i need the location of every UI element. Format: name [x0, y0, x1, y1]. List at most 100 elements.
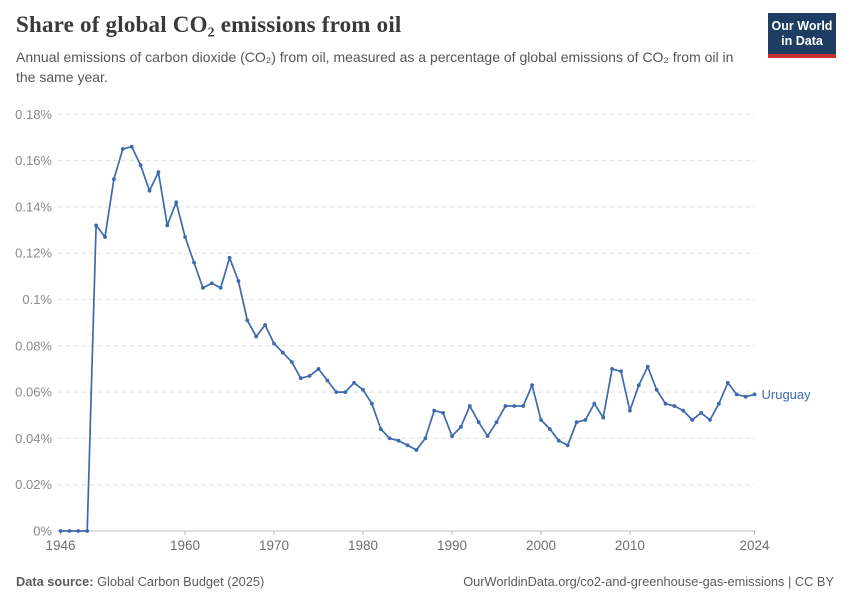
data-point: [138, 163, 143, 168]
data-point: [325, 378, 330, 383]
data-point: [174, 200, 179, 205]
data-point: [494, 420, 499, 425]
data-point: [592, 401, 597, 406]
data-point: [272, 341, 276, 346]
data-point: [387, 436, 392, 441]
data-point: [619, 369, 623, 374]
owid-url-link[interactable]: OurWorldinData.org/co2-and-greenhouse-ga…: [463, 574, 834, 589]
y-axis-tick-label: 0.06%: [15, 385, 52, 400]
x-axis-tick-label: 1990: [437, 538, 467, 553]
data-point: [236, 279, 241, 283]
data-point: [583, 418, 588, 422]
y-axis-tick-label: 0.04%: [15, 431, 52, 446]
data-point: [245, 318, 250, 323]
data-point: [361, 387, 365, 392]
data-point: [129, 144, 134, 149]
data-point: [628, 408, 632, 413]
data-point: [58, 529, 63, 533]
data-point: [548, 427, 552, 431]
data-point: [147, 188, 152, 193]
data-point: [103, 235, 107, 239]
data-point: [316, 367, 321, 371]
y-axis-tick-label: 0.18%: [15, 107, 52, 122]
data-point: [156, 170, 161, 175]
data-point: [254, 334, 259, 339]
chart-header: Share of global CO₂ emissions from oil A…: [16, 12, 746, 88]
x-axis-tick-label: 2024: [739, 538, 770, 553]
data-point: [370, 401, 374, 406]
series-entity-label[interactable]: Uruguay: [762, 387, 812, 402]
data-point: [743, 394, 748, 399]
data-point: [378, 427, 383, 431]
data-point: [343, 390, 348, 394]
data-point: [708, 418, 712, 422]
data-point: [717, 401, 721, 406]
y-axis-tick-label: 0.02%: [15, 477, 52, 492]
data-point: [734, 392, 739, 397]
data-point: [165, 223, 170, 228]
data-point: [725, 380, 730, 385]
data-point: [334, 390, 339, 394]
data-point: [405, 443, 410, 448]
data-point: [432, 408, 437, 413]
data-point: [539, 418, 543, 422]
data-point: [298, 376, 303, 381]
data-point: [663, 401, 668, 406]
x-axis-tick-label: 2000: [526, 538, 556, 553]
chart-footer: Data source: Global Carbon Budget (2025)…: [16, 574, 834, 589]
data-point: [636, 383, 641, 388]
data-point: [565, 443, 570, 448]
y-axis-tick-label: 0.14%: [15, 199, 52, 214]
y-axis-tick-label: 0.1%: [22, 292, 52, 307]
owid-logo-line2: in Data: [781, 33, 823, 48]
data-point: [201, 286, 205, 290]
data-point: [574, 420, 579, 425]
uruguay-series-line: [59, 145, 756, 532]
data-point: [209, 281, 214, 286]
data-point: [530, 383, 534, 388]
y-axis-tick-label: 0.08%: [15, 338, 52, 353]
data-point: [112, 177, 116, 182]
data-point: [227, 255, 232, 260]
data-point: [183, 235, 188, 239]
y-axis-tick-label: 0.12%: [15, 246, 52, 261]
data-point: [441, 411, 445, 415]
data-point: [450, 434, 454, 438]
data-point: [289, 360, 294, 364]
data-point: [263, 323, 267, 327]
data-point: [423, 436, 428, 441]
x-axis-tick-label: 2010: [615, 538, 645, 553]
data-point: [85, 529, 90, 533]
data-point: [192, 260, 196, 265]
data-point: [94, 223, 98, 228]
data-point: [503, 404, 508, 408]
data-point: [476, 420, 481, 425]
data-point: [690, 418, 695, 422]
chart-subtitle: Annual emissions of carbon dioxide (CO₂)…: [16, 49, 734, 86]
data-point: [654, 387, 659, 392]
data-point: [601, 415, 606, 420]
data-source-label: Data source:: [16, 574, 94, 589]
x-axis-tick-label: 1946: [45, 538, 75, 553]
data-point: [752, 392, 757, 397]
data-point: [414, 448, 419, 452]
data-point: [120, 147, 125, 151]
data-point: [218, 286, 223, 290]
x-axis-tick-label: 1970: [259, 538, 289, 553]
owid-logo[interactable]: Our World in Data: [768, 13, 836, 58]
data-source-text: Global Carbon Budget (2025): [97, 574, 265, 589]
x-axis-tick-label: 1960: [170, 538, 200, 553]
y-axis-tick-label: 0.16%: [15, 153, 52, 168]
data-point: [67, 529, 72, 533]
page-title: Share of global CO₂ emissions from oil: [16, 12, 402, 37]
data-point: [307, 374, 312, 378]
data-point: [485, 434, 490, 438]
data-point: [699, 411, 703, 415]
data-point: [521, 404, 526, 408]
data-point: [396, 438, 401, 443]
data-point: [672, 404, 677, 408]
data-point: [352, 380, 356, 385]
data-point: [512, 404, 517, 408]
